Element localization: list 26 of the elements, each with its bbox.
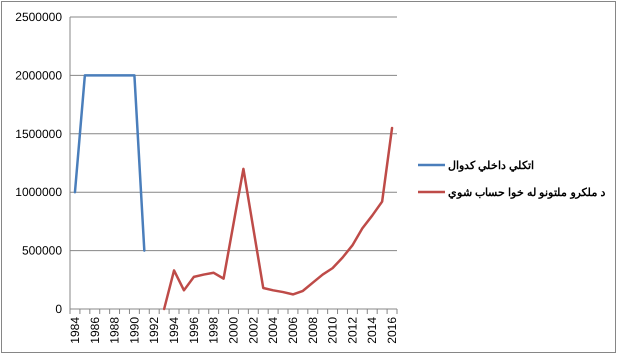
y-tick-label: 0 <box>55 302 62 316</box>
x-tick-label: 2006 <box>286 316 300 344</box>
x-tick-label: 2002 <box>246 316 260 344</box>
x-tick-label: 2012 <box>345 316 360 344</box>
x-tick-label: 1986 <box>88 316 102 344</box>
y-tick-label: 2500000 <box>15 10 62 24</box>
y-tick-label: 2000000 <box>15 68 62 82</box>
x-tick-label: 2000 <box>226 316 240 344</box>
legend-label: اتكلي داخلي كدوال <box>448 160 534 173</box>
x-tick-label: 1996 <box>186 316 201 344</box>
x-tick-label: 1994 <box>167 316 182 344</box>
y-tick-label: 1500000 <box>15 126 62 141</box>
x-tick-label: 2010 <box>326 316 340 344</box>
x-tick-label: 1998 <box>206 316 221 344</box>
x-tick-label: 1988 <box>108 316 122 344</box>
y-tick-label: 500000 <box>22 244 62 258</box>
line-series <box>162 126 394 310</box>
x-tick-label: 1992 <box>147 316 162 344</box>
x-tick-label: 2014 <box>365 316 380 344</box>
legend-label: د ملكرو ملتونو له خوا حساب شوي <box>448 187 606 200</box>
x-tick-label: 2016 <box>385 316 400 344</box>
x-tick-label: 2008 <box>306 316 320 344</box>
x-tick-label: 1990 <box>127 316 142 344</box>
x-tick-label: 1984 <box>68 316 82 344</box>
x-tick-label: 2004 <box>266 316 280 344</box>
y-tick-label: 1000000 <box>15 185 62 200</box>
